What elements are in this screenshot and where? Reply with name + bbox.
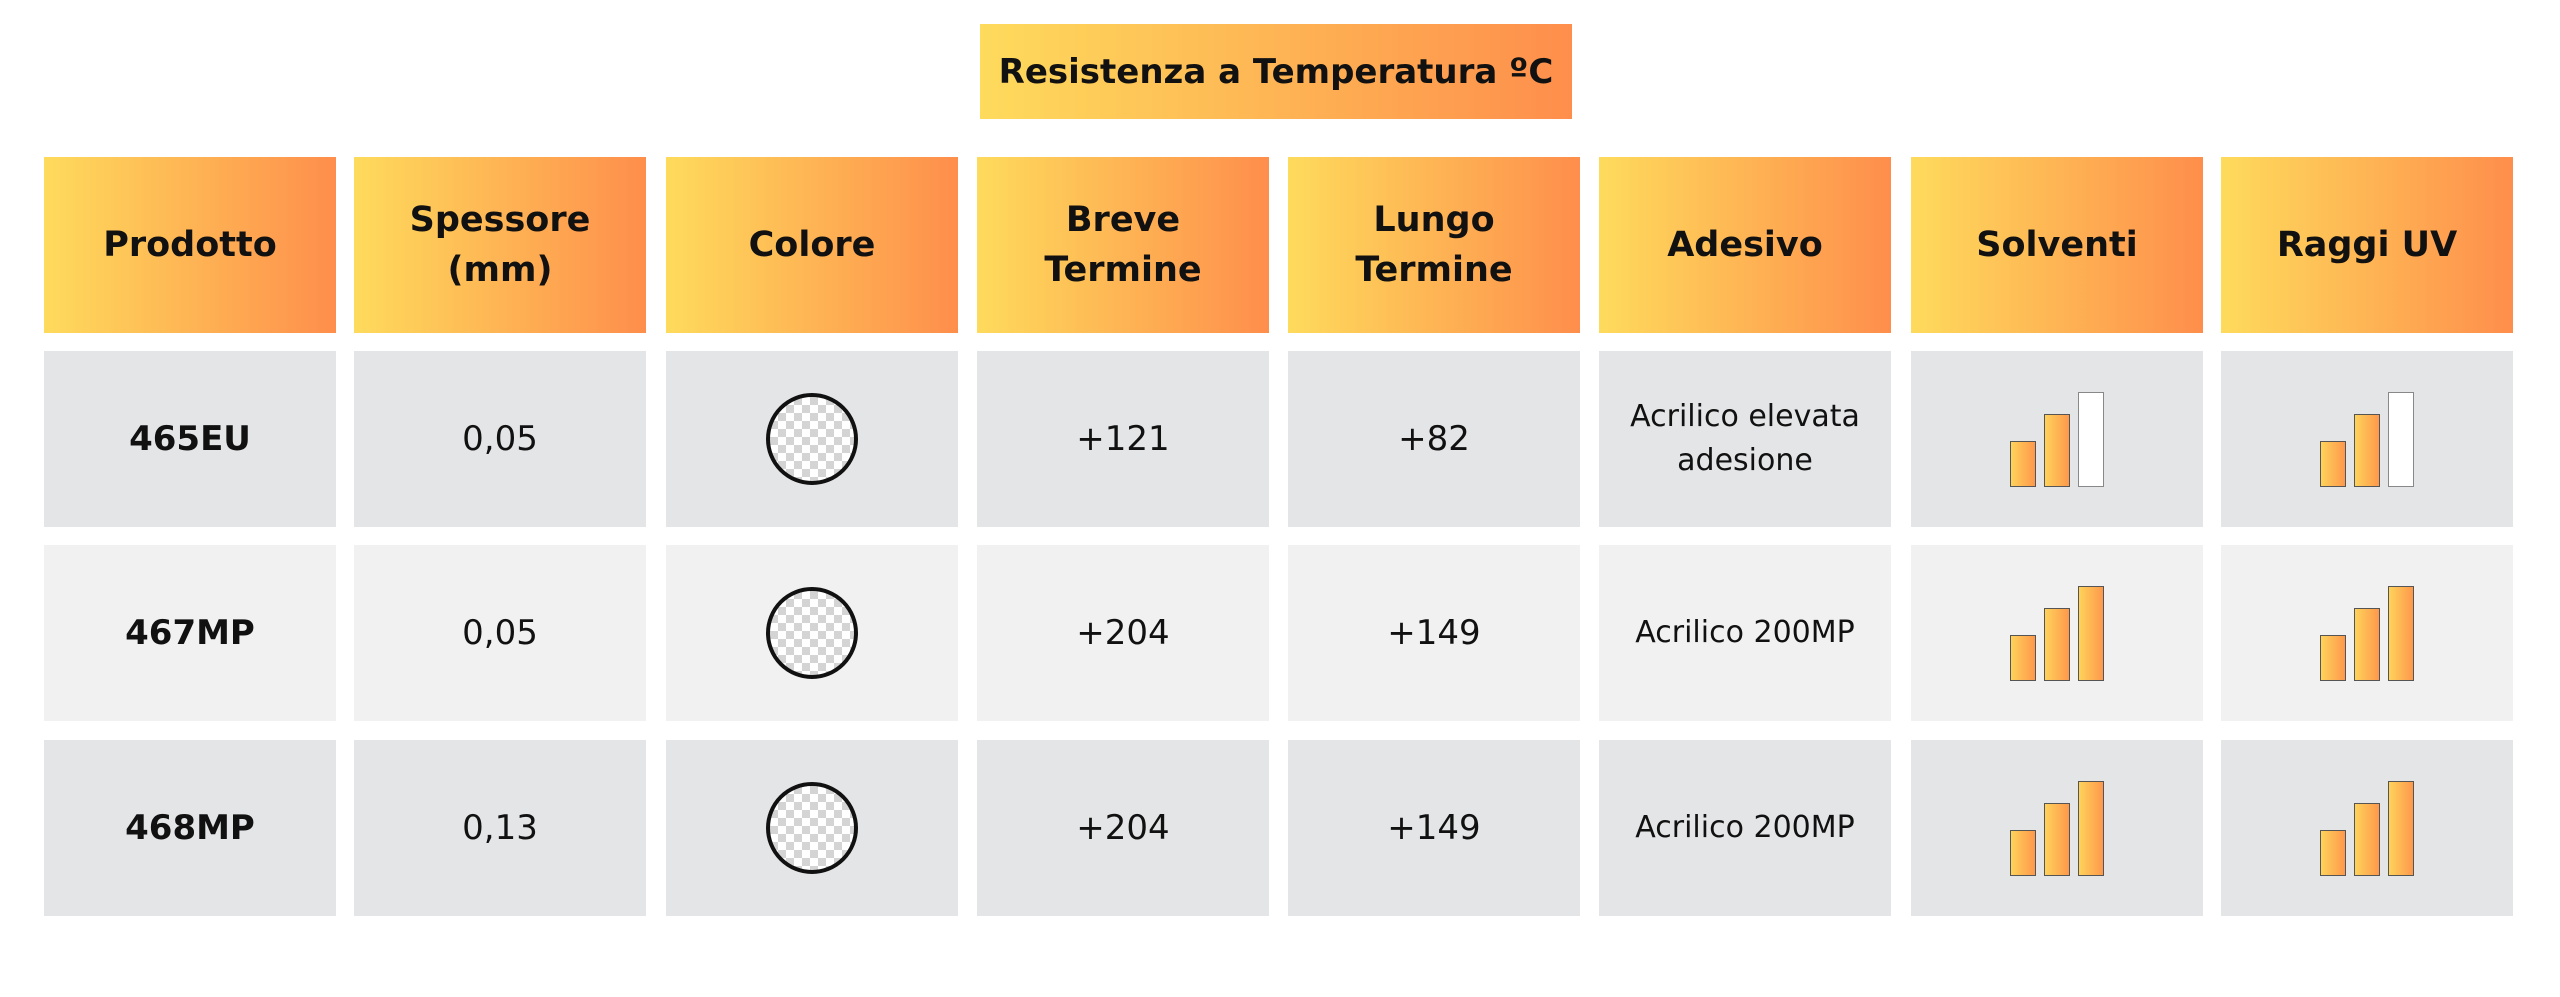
table-cell: 468MP [44,740,336,916]
rating-bar [2044,608,2070,681]
rating-bar [2388,586,2414,681]
rating-bar [2078,392,2104,487]
header-cell: Solventi [1911,157,2203,333]
adhesive: Acrilico elevata adesione [1630,399,1860,478]
table-cell: Acrilico elevata adesione [1599,351,1891,527]
table-cell [1911,545,2203,721]
header-text: Colore [748,225,876,265]
rating-bar [2320,830,2346,876]
header-cell: Lungo Termine [1288,157,1580,333]
rating-bar [2010,830,2036,876]
header-cell: Spessore (mm) [354,157,646,333]
color-swatch [766,587,858,679]
table-cell [1911,740,2203,916]
header-cell: Colore [666,157,958,333]
header-text: Prodotto [103,225,277,265]
rating-bars [2320,780,2414,876]
table-cell [1911,351,2203,527]
rating-bar [2010,635,2036,681]
table-cell: 0,05 [354,351,646,527]
short-term: +204 [1076,613,1170,653]
header-cell: Raggi UV [2221,157,2513,333]
table-cell: 0,05 [354,545,646,721]
rating-bar [2320,441,2346,487]
table-cell: +149 [1288,545,1580,721]
table-cell: 0,13 [354,740,646,916]
table-cell [666,545,958,721]
header-cell: Prodotto [44,157,336,333]
header-text: (mm) [447,250,553,290]
rating-bars [2010,585,2104,681]
title: Resistenza a Temperatura ºC [980,24,1572,119]
thickness: 0,13 [462,808,538,848]
color-swatch [766,393,858,485]
table-cell: 467MP [44,545,336,721]
product: 467MP [125,613,255,653]
rating-bars [2010,391,2104,487]
long-term: +149 [1387,613,1481,653]
rating-bar [2044,803,2070,876]
long-term: +149 [1387,808,1481,848]
rating-bar [2388,781,2414,876]
table-cell: +121 [977,351,1269,527]
header-text: Spessore [409,200,591,240]
header-cell: Adesivo [1599,157,1891,333]
rating-bars [2320,391,2414,487]
table-cell: +149 [1288,740,1580,916]
header-text: Solventi [1976,225,2138,265]
table-cell: Acrilico 200MP [1599,545,1891,721]
product: 465EU [129,419,251,459]
table-cell [2221,545,2513,721]
table-cell [2221,740,2513,916]
header-text: Termine [1355,250,1513,290]
table-cell: +82 [1288,351,1580,527]
header-cell: Breve Termine [977,157,1269,333]
adhesive: Acrilico 200MP [1635,810,1855,845]
short-term: +204 [1076,808,1170,848]
short-term: +121 [1076,419,1170,459]
rating-bar [2354,608,2380,681]
rating-bar [2078,781,2104,876]
rating-bar [2044,414,2070,487]
header-text: Lungo [1373,200,1495,240]
table-cell: +204 [977,740,1269,916]
table-cell: +204 [977,545,1269,721]
rating-bar [2354,803,2380,876]
rating-bars [2320,585,2414,681]
long-term: +82 [1398,419,1470,459]
table-cell [2221,351,2513,527]
color-swatch [766,782,858,874]
table-cell [666,740,958,916]
adhesive: Acrilico 200MP [1635,615,1855,650]
header-text: Raggi UV [2276,225,2458,265]
header-text: Breve [1065,200,1181,240]
rating-bar [2388,392,2414,487]
rating-bar [2010,441,2036,487]
header-text: Termine [1044,250,1202,290]
thickness: 0,05 [462,613,538,653]
table-cell: Acrilico 200MP [1599,740,1891,916]
header-text: Adesivo [1667,225,1823,265]
table-cell [666,351,958,527]
rating-bar [2078,586,2104,681]
product: 468MP [125,808,255,848]
rating-bars [2010,780,2104,876]
thickness: 0,05 [462,419,538,459]
table-cell: 465EU [44,351,336,527]
rating-bar [2320,635,2346,681]
rating-bar [2354,414,2380,487]
